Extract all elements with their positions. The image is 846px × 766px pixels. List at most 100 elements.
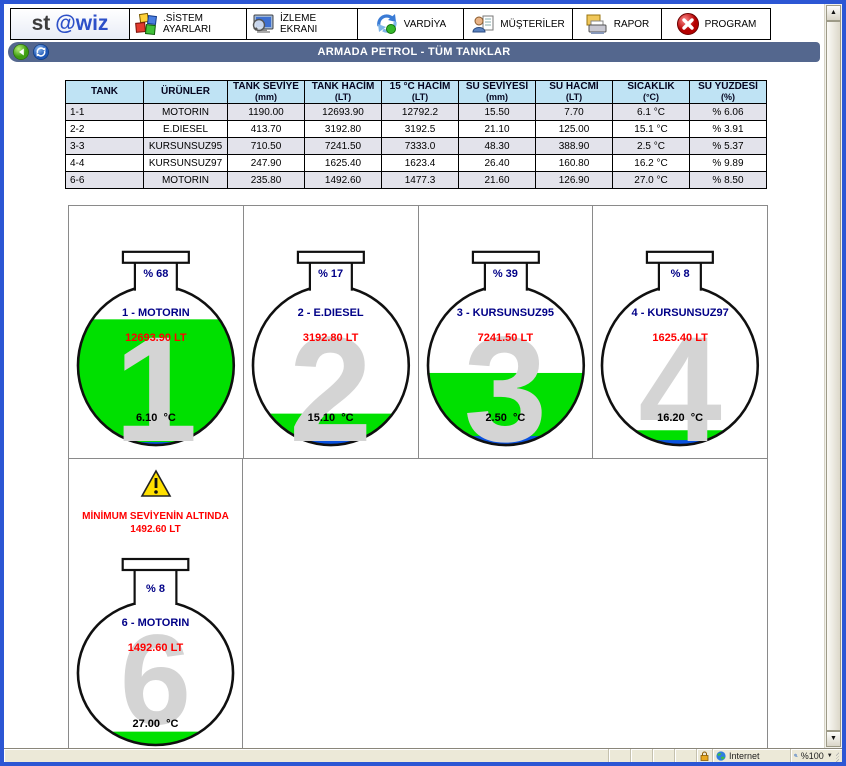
vardiya-button[interactable]: VARDİYA [357, 8, 464, 40]
tank-4-number: 4 [638, 305, 722, 458]
tank-1-volume: 12693.90 LT [125, 332, 187, 344]
col-header-15c-hacim: 15 °C HACİM (LT) [381, 80, 459, 104]
report-printer-icon [586, 14, 607, 34]
refresh-button[interactable] [33, 44, 49, 60]
tank-3-figure [426, 250, 585, 447]
zoom-magnifier-icon [794, 753, 798, 758]
tank-3-percent: % 39 [492, 268, 518, 280]
rapor-label: RAPOR [613, 18, 650, 30]
page-titlebar: ARMADA PETROL - TÜM TANKLAR [8, 42, 820, 62]
tank-2-figure [251, 250, 410, 447]
status-message-pane [4, 749, 608, 762]
musteriler-label: MÜŞTERİLER [500, 18, 565, 30]
tank-6-volume: 1492.60 LT [127, 642, 184, 654]
scrollbar-thumb[interactable] [826, 21, 841, 731]
status-bar: Internet %100 ▼ [4, 748, 842, 762]
col-header-sicaklik: SICAKLIK (°C) [612, 80, 690, 104]
program-exit-button[interactable]: PROGRAM [661, 8, 771, 40]
table-row: 1-1 MOTORIN 1190.00 12693.90 12792.2 15.50 7.7… [65, 103, 767, 121]
resize-grip[interactable] [835, 749, 839, 762]
zoom-control[interactable]: %100 ▼ [790, 749, 842, 762]
min-level-warning-volume: 1492.60 LT [130, 524, 181, 535]
internet-zone-label: Internet [729, 750, 760, 761]
table-row: 4-4 KURSUNSUZ97 247.90 1625.40 1623.4 26.40 16… [65, 154, 767, 172]
tank-3-temperature: 2.50 °C [485, 412, 526, 424]
tank-2-number: 2 [288, 305, 373, 458]
tank-2-name: 2 - E.DIESEL [297, 307, 364, 319]
titlebar-nav [13, 44, 49, 60]
tank-2-temperature: 15.10 °C [307, 412, 354, 424]
customers-icon [472, 15, 494, 33]
globe-icon [716, 750, 726, 761]
col-header-su-yuzdesi: SU YÜZDESİ (%) [689, 80, 767, 104]
status-pane [674, 749, 696, 762]
tank-4-name: 4 - KURSUNSUZ97 [631, 307, 729, 319]
tank-4-figure [600, 250, 760, 447]
tank-6-figure [76, 557, 235, 747]
table-header-row: TANK ÜRÜNLER TANK SEVİYE (mm) TANK HACİM(… [65, 80, 767, 104]
tank-4-cell[interactable]: 4 % 8 4 - KURSUNSUZ97 1625.40 LT 16.20 °… [593, 206, 767, 458]
warning-triangle-icon [69, 469, 242, 504]
min-level-warning-text: MİNİMUM SEVİYENİN ALTINDA [82, 511, 229, 522]
izleme-ekrani-button[interactable]: İZLEME EKRANI [246, 8, 358, 40]
logo-text-wiz: @wiz [55, 12, 109, 35]
page-content: st @wiz .SİSTEM AYARLARI [4, 4, 842, 762]
zoom-level-label: %100 [800, 750, 824, 761]
sistem-ayarlari-button[interactable]: .SİSTEM AYARLARI [129, 8, 247, 40]
scroll-up-button[interactable]: ▲ [826, 5, 841, 21]
internet-zone-pane: Internet [712, 749, 790, 762]
tank-1-temperature: 6.10 °C [135, 412, 176, 424]
tank-grid: 1 % 68 1 - MOTORIN 12693.90 LT 6.10 °C 2… [68, 205, 768, 748]
tank-2-cell[interactable]: 2 % 17 2 - E.DIESEL 3192.80 LT 15.10 °C [243, 206, 419, 458]
tank-1-number: 1 [114, 305, 198, 458]
table-row: 3-3 KURSUNSUZ95 710.50 7241.50 7333.0 48.30 38… [65, 137, 767, 155]
main-toolbar: st @wiz .SİSTEM AYARLARI [10, 8, 771, 40]
tank-6-percent: % 8 [146, 583, 165, 595]
tank-1-percent: % 68 [143, 268, 169, 280]
program-label: PROGRAM [704, 18, 757, 30]
izleme-ekrani-label: İZLEME EKRANI [280, 13, 318, 35]
tank-4-temperature: 16.20 °C [657, 412, 704, 424]
status-pane [608, 749, 630, 762]
close-x-icon [676, 13, 699, 35]
rapor-button[interactable]: RAPOR [572, 8, 662, 40]
scroll-down-button[interactable]: ▼ [826, 731, 841, 747]
musteriler-button[interactable]: MÜŞTERİLER [463, 8, 573, 40]
tank-3-name: 3 - KURSUNSUZ95 [456, 307, 554, 319]
tank-6-number: 6 [119, 609, 192, 748]
zoom-dropdown-arrow[interactable]: ▼ [826, 752, 833, 759]
col-header-urunler: ÜRÜNLER [143, 80, 228, 104]
logo-text-st: st [31, 12, 51, 35]
col-header-tank: TANK [65, 80, 144, 104]
tank-1-cell[interactable]: 1 % 68 1 - MOTORIN 12693.90 LT 6.10 °C [69, 206, 244, 458]
status-pane [652, 749, 674, 762]
tank-4-volume: 1625.40 LT [652, 332, 708, 344]
sistem-ayarlari-label: .SİSTEM AYARLARI [163, 13, 211, 35]
tank-6-cell[interactable]: MİNİMUM SEVİYENİN ALTINDA 1492.60 LT 6 %… [69, 459, 243, 748]
tank-grid-row-1: 1 % 68 1 - MOTORIN 12693.90 LT 6.10 °C 2… [69, 206, 767, 459]
tank-1-name: 1 - MOTORIN [122, 307, 190, 319]
shift-arrows-icon [376, 14, 397, 34]
tank-6-name: 6 - MOTORIN [121, 617, 190, 629]
status-pane [630, 749, 652, 762]
tanks-table: TANK ÜRÜNLER TANK SEVİYE (mm) TANK HACİM(… [65, 80, 767, 189]
table-row: 6-6 MOTORIN 235.80 1492.60 1477.3 21.60 126.90… [65, 171, 767, 189]
tank-3-cell[interactable]: 3 % 39 3 - KURSUNSUZ95 7241.50 LT 2.50 °… [418, 206, 594, 458]
tank-grid-row-2: MİNİMUM SEVİYENİN ALTINDA 1492.60 LT 6 %… [69, 459, 767, 748]
tank-4-percent: % 8 [670, 268, 690, 280]
vertical-scrollbar[interactable]: ▲ ▼ [824, 4, 842, 748]
col-header-su-hacmi: SU HACMİ (LT) [535, 80, 613, 104]
security-pane [696, 749, 712, 762]
col-header-su-seviyesi: SU SEVİYESİ (mm) [458, 80, 536, 104]
lock-icon [700, 751, 709, 761]
stawiz-logo: st @wiz [10, 8, 130, 40]
monitor-icon [252, 14, 274, 33]
tank-6-temperature: 27.00 °C [132, 718, 179, 730]
col-header-tank-seviye: TANK SEVİYE (mm) [227, 80, 305, 104]
col-header-tank-hacim: TANK HACİM (LT) [304, 80, 382, 104]
settings-icon [135, 12, 158, 36]
vardiya-label: VARDİYA [403, 18, 447, 30]
tank-3-number: 3 [463, 305, 548, 458]
back-button[interactable] [13, 44, 29, 60]
